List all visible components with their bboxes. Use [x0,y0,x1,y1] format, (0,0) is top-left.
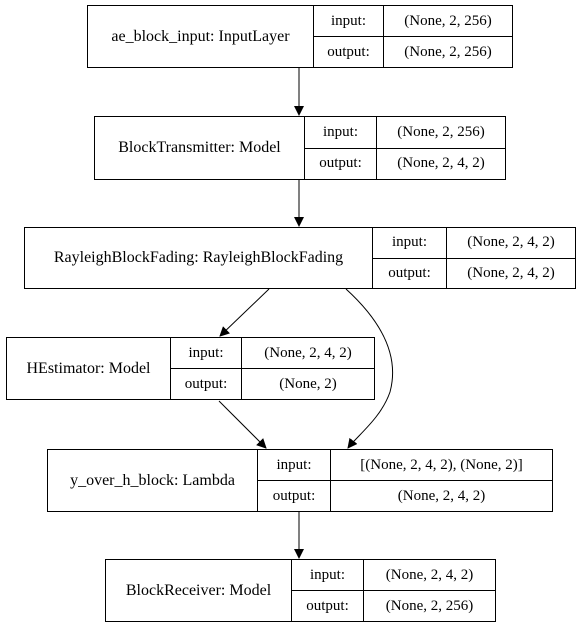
output-label: output: [306,597,349,614]
output-label: output: [184,375,228,392]
output-shape: (None, 2, 4, 2) [397,155,485,172]
output-shape: (None, 2, 4, 2) [467,264,555,281]
node-port-values: (None, 2, 4, 2) (None, 2) [242,338,374,399]
input-shape: (None, 2, 4, 2) [242,338,374,369]
node-port-values: (None, 2, 256) (None, 2, 4, 2) [377,117,505,179]
input-shape: (None, 2, 256) [377,117,505,149]
input-shape: (None, 2, 4, 2) [364,560,495,591]
output-label: output: [388,264,431,281]
output-label: output: [272,487,316,504]
input-label: input: [305,117,376,149]
input-label: input: [258,450,330,481]
node-name: y_over_h_block: Lambda [48,450,258,511]
output-label: output: [327,43,370,60]
node-name: BlockReceiver: Model [106,560,292,621]
input-label: input: [373,228,446,259]
node-block-receiver: BlockReceiver: Model input: output: (Non… [105,559,496,622]
edge-fading-to-y-over-h [345,288,394,449]
node-name: ae_block_input: InputLayer [88,6,314,67]
output-shape: (None, 2, 256) [404,43,492,60]
output-label: output: [319,155,362,172]
node-port-labels: input: output: [305,117,377,179]
node-port-values: (None, 2, 4, 2) (None, 2, 256) [364,560,495,621]
input-label: input: [171,338,241,369]
node-name: BlockTransmitter: Model [95,117,305,179]
node-port-labels: input: output: [171,338,242,399]
node-y-over-h-block: y_over_h_block: Lambda input: output: [(… [47,449,553,512]
node-port-values: [(None, 2, 4, 2), (None, 2)] (None, 2, 4… [331,450,552,511]
node-port-values: (None, 2, 256) (None, 2, 256) [384,6,512,67]
node-port-labels: input: output: [258,450,331,511]
node-rayleigh-block-fading: RayleighBlockFading: RayleighBlockFading… [24,227,576,289]
node-name: HEstimator: Model [7,338,171,399]
edge-hestimator-to-y-over-h [218,400,267,449]
input-label: input: [292,560,363,591]
node-port-values: (None, 2, 4, 2) (None, 2, 4, 2) [447,228,575,288]
node-hestimator: HEstimator: Model input: output: (None, … [6,337,375,400]
input-label: input: [314,6,383,37]
node-port-labels: input: output: [314,6,384,67]
output-shape: (None, 2) [279,375,337,392]
node-port-labels: input: output: [292,560,364,621]
node-name: RayleighBlockFading: RayleighBlockFading [25,228,373,288]
output-shape: (None, 2, 4, 2) [397,487,486,504]
node-block-transmitter: BlockTransmitter: Model input: output: (… [94,116,506,180]
node-ae-block-input: ae_block_input: InputLayer input: output… [87,5,513,68]
edge-fading-to-hestimator [219,288,270,337]
input-shape: (None, 2, 256) [384,6,512,37]
input-shape: [(None, 2, 4, 2), (None, 2)] [331,450,552,481]
output-shape: (None, 2, 256) [385,597,474,614]
node-port-labels: input: output: [373,228,447,288]
input-shape: (None, 2, 4, 2) [447,228,575,259]
